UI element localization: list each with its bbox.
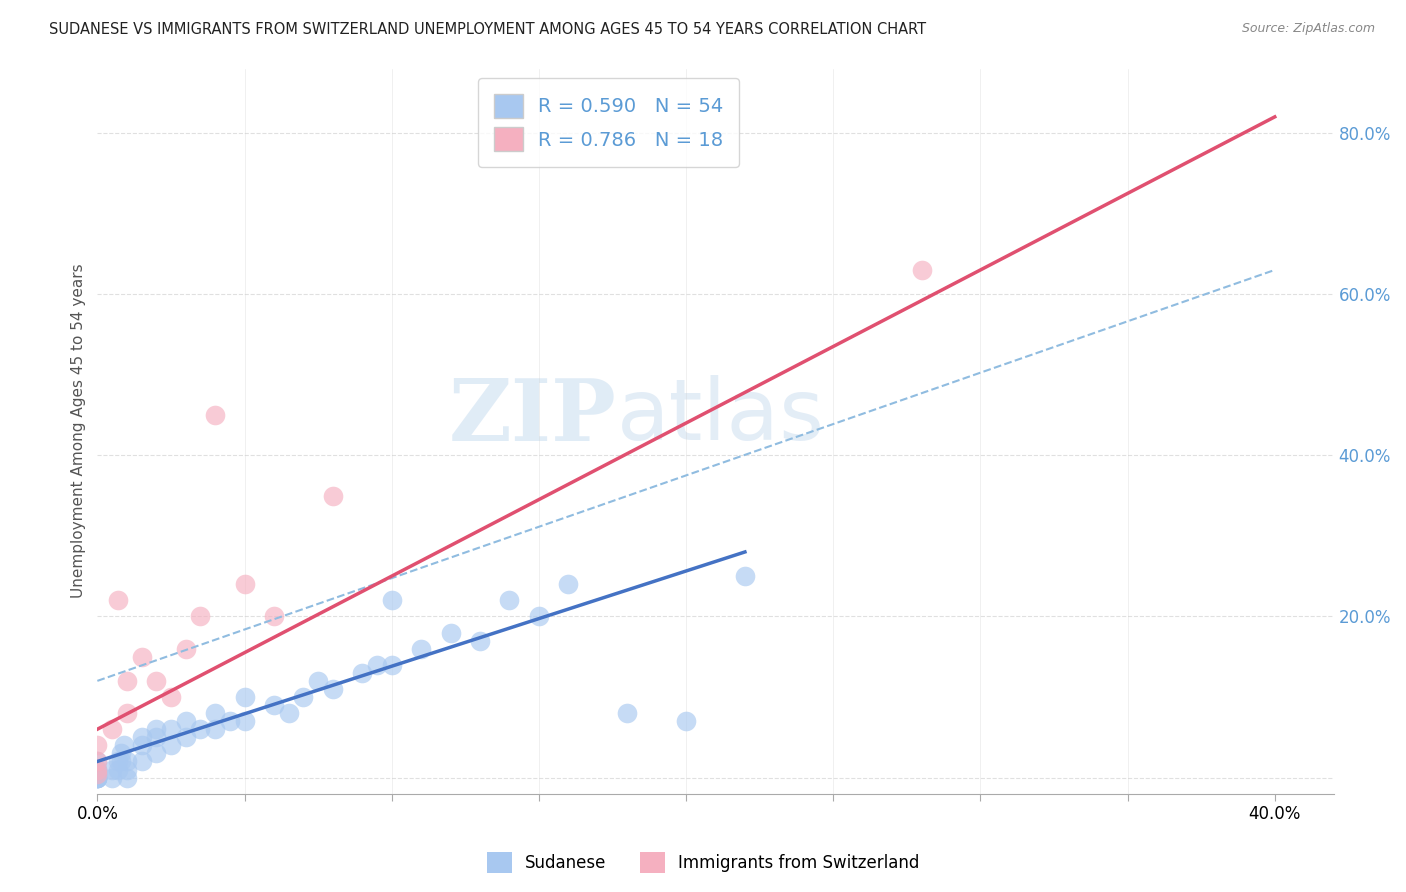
Point xyxy=(160,690,183,704)
Point xyxy=(218,714,240,728)
Point xyxy=(322,681,344,696)
Point xyxy=(86,763,108,777)
Point xyxy=(381,657,404,672)
Text: Source: ZipAtlas.com: Source: ZipAtlas.com xyxy=(1241,22,1375,36)
Point xyxy=(131,755,153,769)
Point xyxy=(204,723,226,737)
Point xyxy=(115,706,138,720)
Point xyxy=(174,641,197,656)
Point xyxy=(498,593,520,607)
Point xyxy=(145,731,167,745)
Point xyxy=(190,723,212,737)
Point xyxy=(86,766,108,780)
Point xyxy=(86,771,108,785)
Point xyxy=(145,673,167,688)
Point xyxy=(322,489,344,503)
Point xyxy=(101,723,124,737)
Point xyxy=(86,763,108,777)
Point xyxy=(527,609,550,624)
Legend: Sudanese, Immigrants from Switzerland: Sudanese, Immigrants from Switzerland xyxy=(479,846,927,880)
Point xyxy=(557,577,579,591)
Point xyxy=(160,723,183,737)
Point xyxy=(86,755,108,769)
Point xyxy=(366,657,388,672)
Point xyxy=(263,609,285,624)
Point xyxy=(675,714,697,728)
Point xyxy=(190,609,212,624)
Point xyxy=(233,714,256,728)
Point xyxy=(86,771,108,785)
Point xyxy=(115,755,138,769)
Point xyxy=(411,641,433,656)
Point xyxy=(86,771,108,785)
Text: atlas: atlas xyxy=(617,376,824,458)
Point xyxy=(107,593,129,607)
Point xyxy=(131,739,153,753)
Point xyxy=(86,739,108,753)
Point xyxy=(307,673,329,688)
Point xyxy=(174,731,197,745)
Point xyxy=(204,706,226,720)
Point xyxy=(160,739,183,753)
Point xyxy=(381,593,404,607)
Point xyxy=(107,755,129,769)
Point xyxy=(110,747,132,761)
Point xyxy=(292,690,315,704)
Point xyxy=(86,766,108,780)
Point xyxy=(439,625,461,640)
Point xyxy=(86,766,108,780)
Y-axis label: Unemployment Among Ages 45 to 54 years: Unemployment Among Ages 45 to 54 years xyxy=(72,264,86,599)
Text: ZIP: ZIP xyxy=(449,375,617,458)
Point xyxy=(86,771,108,785)
Point xyxy=(204,408,226,422)
Point xyxy=(101,771,124,785)
Point xyxy=(131,649,153,664)
Legend: R = 0.590   N = 54, R = 0.786   N = 18: R = 0.590 N = 54, R = 0.786 N = 18 xyxy=(478,78,740,167)
Point xyxy=(110,755,132,769)
Point xyxy=(145,747,167,761)
Point xyxy=(145,723,167,737)
Text: SUDANESE VS IMMIGRANTS FROM SWITZERLAND UNEMPLOYMENT AMONG AGES 45 TO 54 YEARS C: SUDANESE VS IMMIGRANTS FROM SWITZERLAND … xyxy=(49,22,927,37)
Point xyxy=(86,755,108,769)
Point xyxy=(112,739,135,753)
Point xyxy=(174,714,197,728)
Point xyxy=(131,731,153,745)
Point xyxy=(468,633,491,648)
Point xyxy=(115,673,138,688)
Point xyxy=(734,569,756,583)
Point xyxy=(352,665,374,680)
Point xyxy=(616,706,638,720)
Point xyxy=(86,771,108,785)
Point xyxy=(86,763,108,777)
Point xyxy=(101,763,124,777)
Point xyxy=(233,690,256,704)
Point xyxy=(233,577,256,591)
Point xyxy=(115,763,138,777)
Point xyxy=(277,706,299,720)
Point xyxy=(107,763,129,777)
Point xyxy=(910,263,932,277)
Point xyxy=(263,698,285,712)
Point xyxy=(115,771,138,785)
